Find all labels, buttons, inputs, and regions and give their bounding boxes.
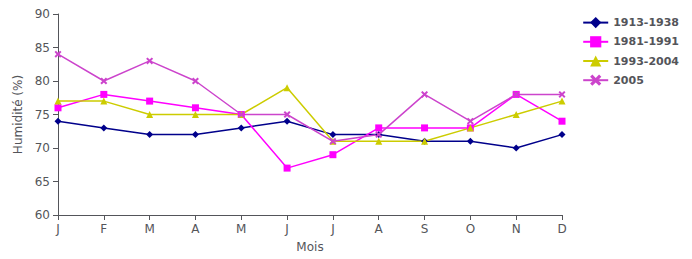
svg-text:M: M xyxy=(236,222,246,236)
svg-text:F: F xyxy=(100,222,107,236)
svg-text:D: D xyxy=(557,222,566,236)
svg-text:Humidité (%): Humidité (%) xyxy=(11,75,25,154)
svg-text:J: J xyxy=(55,222,60,236)
svg-text:O: O xyxy=(466,222,475,236)
svg-text:A: A xyxy=(191,222,200,236)
svg-text:80: 80 xyxy=(35,74,50,88)
svg-text:1913-1938: 1913-1938 xyxy=(613,16,679,29)
svg-text:S: S xyxy=(421,222,429,236)
svg-text:85: 85 xyxy=(35,41,50,55)
svg-text:M: M xyxy=(144,222,154,236)
svg-text:70: 70 xyxy=(35,141,50,155)
svg-text:90: 90 xyxy=(35,7,50,21)
svg-text:1981-1991: 1981-1991 xyxy=(613,35,679,48)
svg-text:J: J xyxy=(330,222,335,236)
svg-text:60: 60 xyxy=(35,208,50,222)
svg-text:65: 65 xyxy=(35,175,50,189)
svg-text:N: N xyxy=(512,222,521,236)
svg-text:2005: 2005 xyxy=(613,74,644,87)
svg-text:75: 75 xyxy=(35,108,50,122)
svg-text:1993-2004: 1993-2004 xyxy=(613,55,679,68)
svg-text:A: A xyxy=(375,222,384,236)
svg-text:J: J xyxy=(284,222,289,236)
svg-text:Mois: Mois xyxy=(296,240,323,254)
